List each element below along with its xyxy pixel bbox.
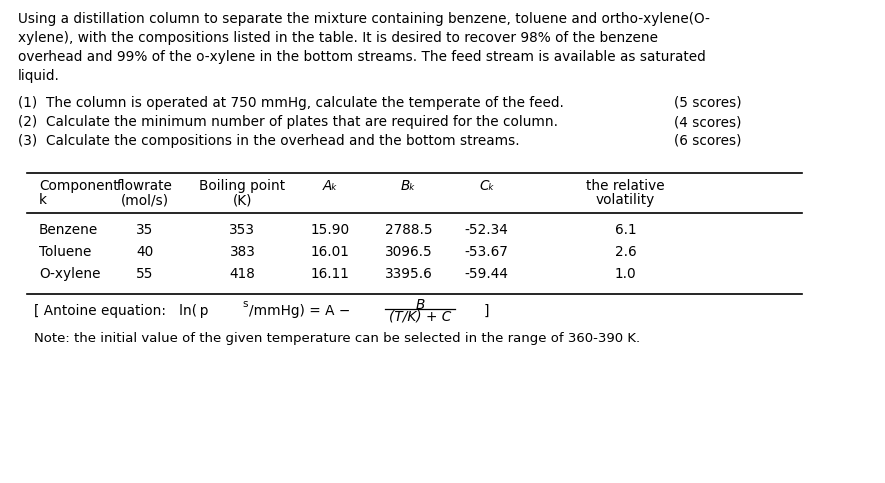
Text: overhead and 99% of the o-xylene in the bottom streams. The feed stream is avail: overhead and 99% of the o-xylene in the … (18, 50, 705, 64)
Text: s: s (242, 299, 248, 309)
Text: Aₖ: Aₖ (323, 179, 338, 193)
Text: Benzene: Benzene (39, 223, 98, 237)
Text: (T/K) + C: (T/K) + C (389, 310, 451, 324)
Text: -52.34: -52.34 (465, 223, 509, 237)
Text: Component: Component (39, 179, 119, 193)
Text: (6 scores): (6 scores) (674, 134, 742, 148)
Text: (K): (K) (233, 193, 252, 207)
Text: 16.11: 16.11 (311, 267, 350, 281)
Text: 35: 35 (136, 223, 153, 237)
Text: B: B (416, 298, 425, 312)
Text: 2.6: 2.6 (615, 245, 636, 259)
Text: 2788.5: 2788.5 (385, 223, 433, 237)
Text: 15.90: 15.90 (311, 223, 350, 237)
Text: liquid.: liquid. (18, 69, 59, 83)
Text: (3)  Calculate the compositions in the overhead and the bottom streams.: (3) Calculate the compositions in the ov… (18, 134, 519, 148)
Text: xylene), with the compositions listed in the table. It is desired to recover 98%: xylene), with the compositions listed in… (18, 31, 658, 45)
Text: the relative: the relative (586, 179, 665, 193)
Text: Boiling point: Boiling point (199, 179, 286, 193)
Text: Bₖ: Bₖ (401, 179, 416, 193)
Text: O-xylene: O-xylene (39, 267, 101, 281)
Text: 3395.6: 3395.6 (385, 267, 433, 281)
Text: 383: 383 (229, 245, 256, 259)
Text: (2)  Calculate the minimum number of plates that are required for the column.: (2) Calculate the minimum number of plat… (18, 115, 558, 129)
Text: flowrate: flowrate (117, 179, 173, 193)
Text: Toluene: Toluene (39, 245, 91, 259)
Text: Using a distillation column to separate the mixture containing benzene, toluene : Using a distillation column to separate … (18, 12, 710, 26)
Text: -59.44: -59.44 (465, 267, 509, 281)
Text: 6.1: 6.1 (615, 223, 636, 237)
Text: -53.67: -53.67 (465, 245, 509, 259)
Text: 3096.5: 3096.5 (385, 245, 433, 259)
Text: 353: 353 (229, 223, 256, 237)
Text: 55: 55 (136, 267, 153, 281)
Text: ]: ] (471, 304, 489, 318)
Text: 1.0: 1.0 (615, 267, 636, 281)
Text: 16.01: 16.01 (311, 245, 350, 259)
Text: Note: the initial value of the given temperature can be selected in the range of: Note: the initial value of the given tem… (35, 332, 641, 345)
Text: (4 scores): (4 scores) (674, 115, 742, 129)
Text: (mol/s): (mol/s) (120, 193, 169, 207)
Text: 40: 40 (136, 245, 153, 259)
Text: k: k (39, 193, 47, 207)
Text: 418: 418 (229, 267, 256, 281)
Text: Cₖ: Cₖ (479, 179, 495, 193)
Text: /mmHg) = A −: /mmHg) = A − (250, 304, 350, 318)
Text: (5 scores): (5 scores) (674, 96, 742, 110)
Text: (1)  The column is operated at 750 mmHg, calculate the temperate of the feed.: (1) The column is operated at 750 mmHg, … (18, 96, 564, 110)
Text: volatility: volatility (596, 193, 655, 207)
Text: [ Antoine equation:   ln( p: [ Antoine equation: ln( p (35, 304, 209, 318)
